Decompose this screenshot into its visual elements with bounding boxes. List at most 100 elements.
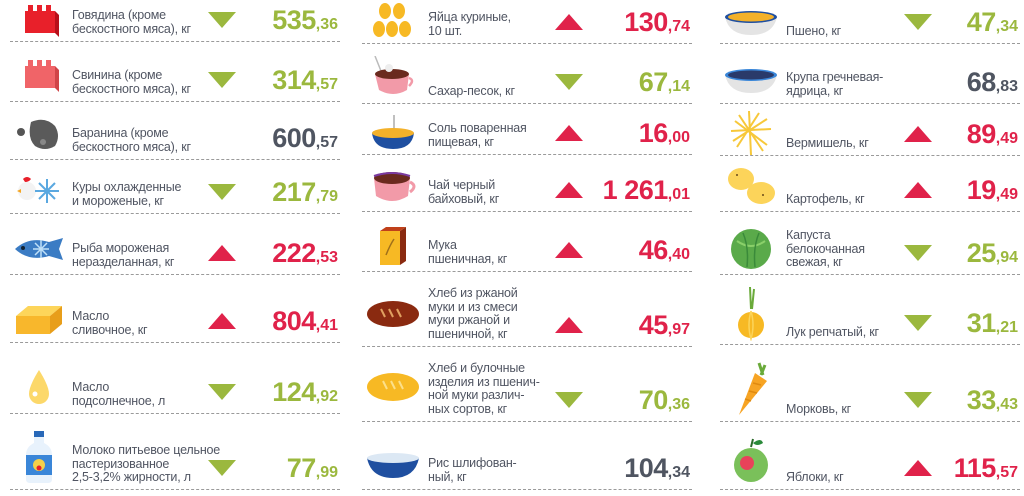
price-item: Соль поваренная пищевая, кг 16,00: [362, 110, 692, 155]
beef-icon: [19, 3, 59, 44]
item-label-line: пшеничной, кг: [428, 326, 508, 341]
price-integer: 68: [966, 67, 997, 97]
price-item: Капуста белокочанная свежая, кг 25,94: [720, 222, 1020, 275]
item-label-line: ядрица, кг: [786, 83, 844, 98]
price-value: 804,41: [272, 306, 338, 337]
price-value: 67,14: [639, 67, 690, 98]
price-item: Куры охлажденные и мороженые, кг 217,79: [10, 167, 340, 214]
price-decimal: ,34: [667, 464, 690, 481]
price-value: 314,57: [272, 65, 338, 96]
rye-bread-icon-graphic: [367, 301, 419, 327]
trend-up-icon: [555, 14, 583, 30]
item-label: Крупа гречневая-ядрица, кг: [786, 70, 883, 98]
price-integer: 104: [624, 453, 668, 483]
butter-icon: [14, 304, 64, 341]
flour-icon: [378, 227, 408, 272]
milk-bottle-icon-graphic: [26, 431, 52, 483]
fish-icon: [13, 234, 65, 269]
wheat-bread-icon-graphic: [367, 373, 419, 401]
item-label-line: Масло: [72, 309, 110, 323]
price-value: 130,74: [624, 7, 690, 38]
tea-cup-icon-graphic: [373, 172, 416, 201]
price-value: 222,53: [272, 238, 338, 269]
price-decimal: ,53: [315, 249, 338, 266]
price-item: Масло сливочное, кг 804,41: [10, 296, 340, 343]
item-label-line: Масло: [72, 380, 110, 394]
price-item: Чай черный байховый, кг 1 261,01: [362, 163, 692, 212]
price-integer: 70: [638, 385, 669, 415]
item-label: Баранина (кроме бескостного мяса), кг: [72, 126, 191, 154]
price-decimal: ,49: [995, 186, 1018, 203]
price-value: 45,97: [639, 310, 690, 341]
price-decimal: ,01: [667, 186, 690, 203]
pork-icon: [19, 58, 59, 99]
item-label-line: Сахар-песок, кг: [428, 84, 515, 98]
price-integer: 33: [966, 385, 997, 415]
price-decimal: ,57: [315, 76, 338, 93]
price-integer: 16: [638, 118, 669, 148]
trend-up-icon: [904, 460, 932, 476]
item-label-line: байховый, кг: [428, 191, 500, 206]
item-label: Мука пшеничная, кг: [428, 238, 507, 266]
item-label-line: Куры охлажденные: [72, 180, 182, 194]
chicken-icon-graphic: [17, 177, 59, 203]
potato-icon: [725, 165, 777, 212]
price-integer: 222: [272, 238, 316, 268]
price-value: 70,36: [639, 385, 690, 416]
vermicelli-icon: [729, 110, 773, 160]
item-label-line: ных сортов, кг: [428, 401, 507, 416]
trend-up-icon: [555, 125, 583, 141]
rice-bowl-icon: [365, 450, 421, 485]
price-integer: 46: [638, 235, 669, 265]
price-decimal: ,43: [995, 396, 1018, 413]
beef-icon-graphic: [25, 5, 59, 37]
price-integer: 314: [272, 65, 316, 95]
price-decimal: ,34: [995, 18, 1018, 35]
item-label-line: Капуста: [786, 228, 831, 242]
price-integer: 67: [638, 67, 669, 97]
item-label-line: ной муки различ-: [428, 388, 525, 402]
price-item: Баранина (кроме бескостного мяса), кг 600,…: [10, 108, 340, 160]
price-value: 46,40: [639, 235, 690, 266]
trend-up-icon: [208, 313, 236, 329]
price-value: 68,83: [967, 67, 1018, 98]
price-value: 31,21: [967, 308, 1018, 339]
price-integer: 89: [966, 119, 997, 149]
item-label-line: бескостного мяса), кг: [72, 139, 191, 154]
price-integer: 535: [272, 5, 316, 35]
price-decimal: ,21: [995, 319, 1018, 336]
price-value: 19,49: [967, 175, 1018, 206]
price-decimal: ,79: [315, 188, 338, 205]
price-integer: 31: [966, 308, 997, 338]
price-column: Пшено, кг 47,34 Крупа гречневая-ядрица, кг…: [720, 0, 1020, 496]
trend-up-icon: [555, 182, 583, 198]
price-decimal: ,99: [315, 464, 338, 481]
item-label: Соль поваренная пищевая, кг: [428, 121, 527, 149]
price-item: Хлеб и булочные изделия из пшенич-ной мук…: [362, 352, 692, 422]
price-value: 33,43: [967, 385, 1018, 416]
price-decimal: ,57: [315, 134, 338, 151]
price-decimal: ,49: [995, 130, 1018, 147]
price-item: Рыба мороженая неразделанная, кг 222,53: [10, 222, 340, 275]
price-integer: 25: [966, 238, 997, 268]
trend-down-icon: [904, 315, 932, 331]
carrot-icon-graphic: [739, 362, 767, 415]
price-column: Яйца куриные, 10 шт. 130,74 Сахар-песок, кг…: [362, 0, 692, 496]
price-item: Лук репчатый, кг 31,21: [720, 280, 1020, 345]
price-value: 47,34: [967, 7, 1018, 38]
eggs-icon: [373, 1, 413, 48]
millet-bowl-icon-graphic: [725, 11, 777, 35]
price-decimal: ,94: [995, 249, 1018, 266]
item-label-line: муки ржаной и: [428, 313, 510, 327]
price-item: Мука пшеничная, кг 46,40: [362, 222, 692, 272]
lamb-icon: [15, 116, 63, 157]
item-label-line: пастеризованное: [72, 456, 170, 471]
price-item: Морковь, кг 33,43: [720, 355, 1020, 422]
price-integer: 45: [638, 310, 669, 340]
item-label-line: сливочное, кг: [72, 322, 148, 337]
price-integer: 115: [953, 453, 997, 483]
onion-icon: [736, 285, 766, 346]
item-label-line: свежая, кг: [786, 255, 843, 269]
price-value: 89,49: [967, 119, 1018, 150]
price-value: 535,36: [272, 5, 338, 36]
